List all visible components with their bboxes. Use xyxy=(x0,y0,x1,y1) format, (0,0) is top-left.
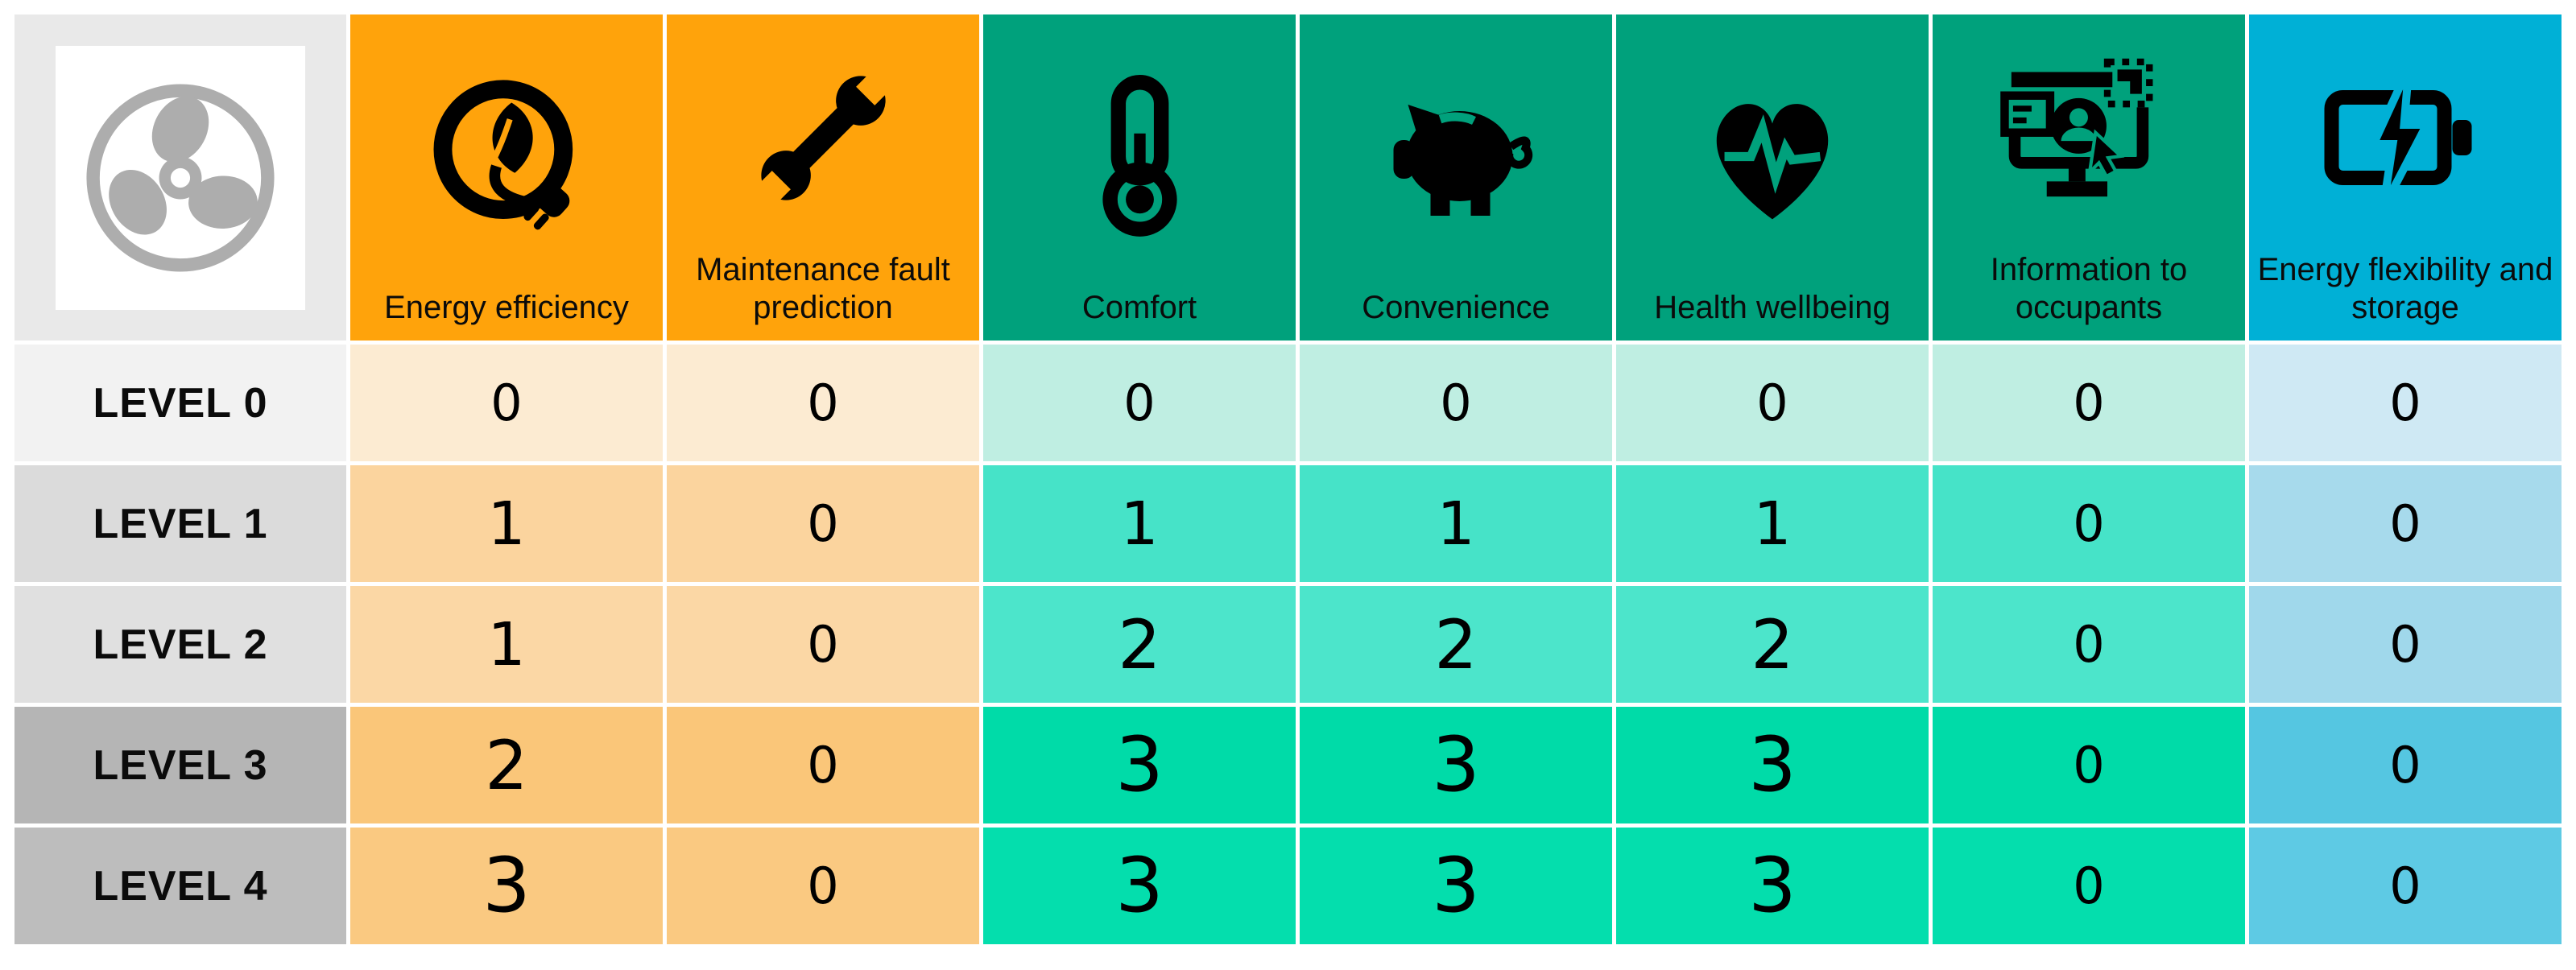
cell-level3-flexibility: 0 xyxy=(2249,707,2562,823)
column-header-label: Health wellbeing xyxy=(1654,289,1891,325)
corner-header-cell xyxy=(14,14,346,341)
cell-level3-energy-efficiency: 2 xyxy=(350,707,663,823)
row-label-level-0: LEVEL 0 xyxy=(14,345,346,461)
wrench-icon xyxy=(741,24,906,251)
cell-level4-flexibility: 0 xyxy=(2249,828,2562,944)
cell-level2-maintenance: 0 xyxy=(667,586,979,703)
column-header-information: Information to occupants xyxy=(1933,14,2245,341)
battery-charging-icon xyxy=(2315,24,2496,251)
column-header-label: Energy efficiency xyxy=(384,289,629,325)
cell-level0-flexibility: 0 xyxy=(2249,345,2562,461)
energy-efficiency-icon xyxy=(423,24,590,289)
cell-level1-maintenance: 0 xyxy=(667,465,979,582)
column-header-label: Convenience xyxy=(1362,289,1550,325)
fan-icon xyxy=(56,45,305,310)
cell-level4-health: 3 xyxy=(1616,828,1929,944)
cell-level1-convenience: 1 xyxy=(1300,465,1612,582)
column-header-energy-efficiency: Energy efficiency xyxy=(350,14,663,341)
thermometer-icon xyxy=(1057,24,1222,289)
piggy-bank-icon xyxy=(1366,24,1547,289)
column-header-label: Comfort xyxy=(1081,289,1197,325)
cell-level0-comfort: 0 xyxy=(983,345,1296,461)
cell-level3-health: 3 xyxy=(1616,707,1929,823)
cell-level2-convenience: 2 xyxy=(1300,586,1612,703)
table-grid: Energy efficiency Maintenance fault pred… xyxy=(14,14,2562,944)
heart-pulse-icon xyxy=(1688,24,1857,289)
cell-level2-comfort: 2 xyxy=(983,586,1296,703)
cell-level1-health: 1 xyxy=(1616,465,1929,582)
column-header-label: Information to occupants xyxy=(1990,252,2188,325)
cell-level1-energy-efficiency: 1 xyxy=(350,465,663,582)
cell-level0-convenience: 0 xyxy=(1300,345,1612,461)
column-header-comfort: Comfort xyxy=(983,14,1296,341)
column-header-label: Energy flexibility and storage xyxy=(2257,252,2553,325)
cell-level3-maintenance: 0 xyxy=(667,707,979,823)
row-label-level-4: LEVEL 4 xyxy=(14,828,346,944)
row-label-level-2: LEVEL 2 xyxy=(14,586,346,703)
cell-level0-information: 0 xyxy=(1933,345,2245,461)
column-header-convenience: Convenience xyxy=(1300,14,1612,341)
column-header-energy-flexibility: Energy flexibility and storage xyxy=(2249,14,2562,341)
cell-level2-information: 0 xyxy=(1933,586,2245,703)
cell-level3-comfort: 3 xyxy=(983,707,1296,823)
monitor-user-icon xyxy=(1996,24,2181,251)
cell-level3-information: 0 xyxy=(1933,707,2245,823)
cell-level3-convenience: 3 xyxy=(1300,707,1612,823)
row-label-level-1: LEVEL 1 xyxy=(14,465,346,582)
cell-level0-health: 0 xyxy=(1616,345,1929,461)
cell-level1-information: 0 xyxy=(1933,465,2245,582)
cell-level4-convenience: 3 xyxy=(1300,828,1612,944)
column-header-label: Maintenance fault prediction xyxy=(696,252,950,325)
column-header-health-wellbeing: Health wellbeing xyxy=(1616,14,1929,341)
row-label-level-3: LEVEL 3 xyxy=(14,707,346,823)
cell-level1-comfort: 1 xyxy=(983,465,1296,582)
column-header-maintenance: Maintenance fault prediction xyxy=(667,14,979,341)
cell-level4-comfort: 3 xyxy=(983,828,1296,944)
cell-level1-flexibility: 0 xyxy=(2249,465,2562,582)
cell-level2-health: 2 xyxy=(1616,586,1929,703)
cell-level4-information: 0 xyxy=(1933,828,2245,944)
cell-level0-maintenance: 0 xyxy=(667,345,979,461)
cell-level2-energy-efficiency: 1 xyxy=(350,586,663,703)
cell-level4-energy-efficiency: 3 xyxy=(350,828,663,944)
cell-level4-maintenance: 0 xyxy=(667,828,979,944)
cell-level2-flexibility: 0 xyxy=(2249,586,2562,703)
cell-level0-energy-efficiency: 0 xyxy=(350,345,663,461)
